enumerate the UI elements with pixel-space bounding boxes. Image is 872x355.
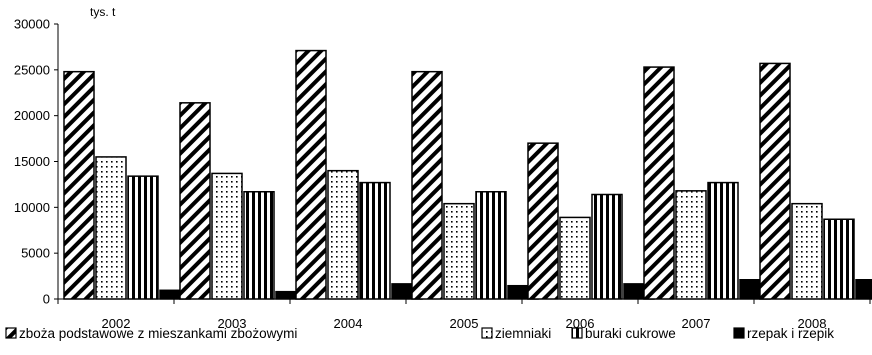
legend-item: zboża podstawowe z mieszankami zbożowymi xyxy=(5,326,297,341)
x-tick-label: 2004 xyxy=(334,316,363,331)
y-tick-label: 5000 xyxy=(21,246,50,261)
legend-label: ziemniaki xyxy=(495,326,551,341)
bar-2002-dots xyxy=(95,156,127,300)
y-tick-label: 10000 xyxy=(14,200,50,215)
legend-item: ziemniaki xyxy=(481,326,551,341)
bar-2002-diagonal xyxy=(63,70,95,300)
y-tick-label: 25000 xyxy=(14,62,50,77)
y-axis: 0 5000 10000 15000 20000 25000 30000 xyxy=(14,17,59,307)
bar-2004-dots xyxy=(327,169,359,300)
bar-2007-diagonal xyxy=(643,66,675,300)
bar-2008-diagonal xyxy=(759,62,791,300)
bar-2004-vertical xyxy=(359,181,391,300)
legend-item: rzepak i rzepik xyxy=(733,326,834,341)
x-tick-label: 2006 xyxy=(566,316,595,331)
bar-2008-solid xyxy=(855,279,872,300)
legend-swatch xyxy=(733,327,745,339)
y-tick-label: 15000 xyxy=(14,154,50,169)
bar-2005-vertical xyxy=(475,191,507,300)
bar-2008-dots xyxy=(791,202,823,300)
bar-2006-diagonal xyxy=(527,142,559,300)
bar-2006-vertical xyxy=(591,193,623,300)
bar-2003-dots xyxy=(211,172,243,300)
y-tick-label: 0 xyxy=(43,292,50,307)
y-tick-label: 20000 xyxy=(14,108,50,123)
bar-2004-diagonal xyxy=(295,49,327,300)
legend-swatch xyxy=(571,327,583,339)
legend-item: buraki cukrowe xyxy=(571,326,676,341)
legend-swatch xyxy=(5,327,17,339)
legend-label: zboża podstawowe z mieszankami zbożowymi xyxy=(19,326,297,341)
legend-label: rzepak i rzepik xyxy=(747,326,834,341)
bars xyxy=(63,49,872,300)
bar-2007-dots xyxy=(675,190,707,300)
bar-2003-vertical xyxy=(243,191,275,300)
bar-2003-diagonal xyxy=(179,102,211,300)
bar-2005-dots xyxy=(443,202,475,300)
x-tick-label: 2002 xyxy=(102,316,131,331)
x-tick-label: 2008 xyxy=(798,316,827,331)
bar-2008-vertical xyxy=(823,218,855,300)
bar-2007-vertical xyxy=(707,181,739,300)
bar-2005-diagonal xyxy=(411,70,443,300)
x-tick-label: 2007 xyxy=(682,316,711,331)
bar-2006-dots xyxy=(559,216,591,300)
legend-label: buraki cukrowe xyxy=(585,326,676,341)
x-tick-label: 2003 xyxy=(218,316,247,331)
y-axis-unit-label: tys. t xyxy=(90,5,116,19)
x-tick-label: 2005 xyxy=(450,316,479,331)
y-tick-label: 30000 xyxy=(14,17,50,32)
legend-swatch xyxy=(481,327,493,339)
legend: zboża podstawowe z mieszankami zbożowymi… xyxy=(5,326,834,341)
x-axis: 2002 2003 2004 2005 2006 2007 2008 xyxy=(57,298,871,331)
bar-2002-vertical xyxy=(127,175,159,300)
